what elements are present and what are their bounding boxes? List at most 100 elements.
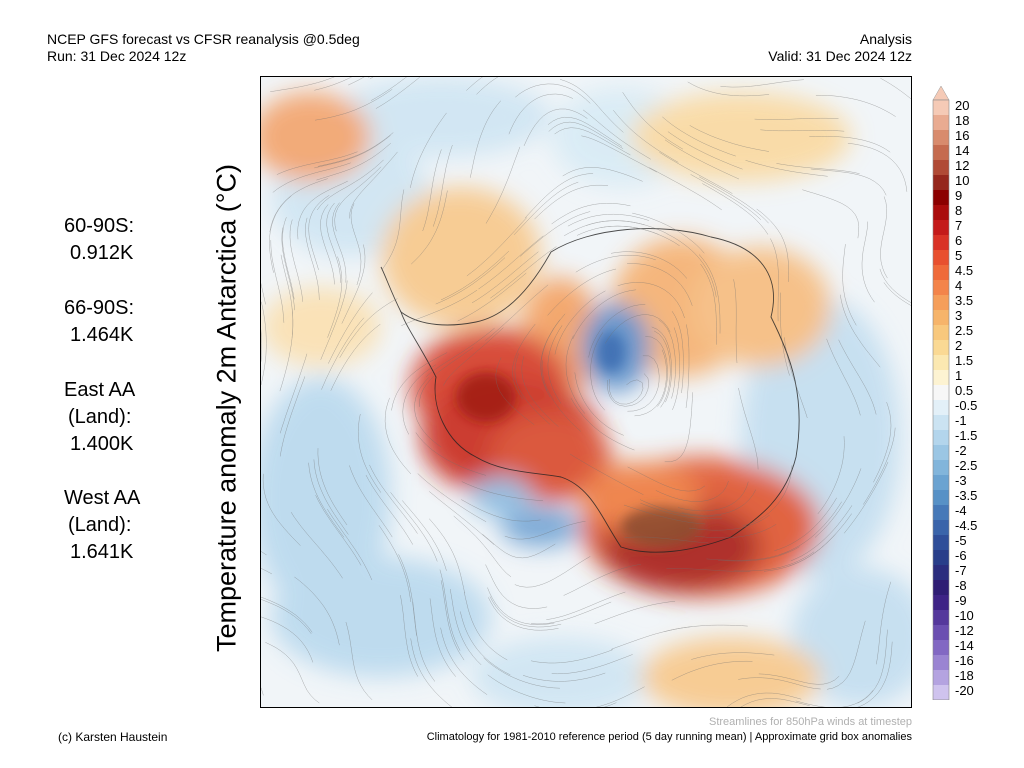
colorbar-tick-label: 20 [955,98,970,113]
streamline [756,208,789,282]
streamline [328,292,373,364]
colorbar-swatch [933,235,949,250]
colorbar-tick-label: 2.5 [955,323,974,338]
streamline [390,492,438,562]
streamline [634,349,667,417]
stat-label: 66-90S: [64,297,135,319]
streamline [595,686,645,707]
streamline [662,116,736,157]
streamline [857,641,893,707]
stat-value: 1.641K [70,541,134,563]
peninsula-coastline [380,266,402,313]
streamline [826,620,866,690]
streamline [706,550,790,561]
streamline [279,353,308,434]
streamline [375,77,421,109]
stat-66-90s: 66-90S: 1.464K [64,295,134,349]
colorbar-swatch [933,175,949,190]
streamline [321,317,365,390]
streamline [453,515,512,577]
streamline [826,338,861,416]
streamline [688,514,770,531]
streamline [349,465,393,538]
streamline [365,474,414,545]
streamline [429,491,495,545]
colorbar-swatch [933,535,949,550]
colorbar-tick-label: 5 [955,248,963,263]
streamline [547,325,563,404]
streamline [412,601,436,682]
streamline [327,256,343,338]
colorbar-swatch [933,580,949,595]
streamline [666,233,717,298]
streamline [698,176,769,224]
colorbar-swatch [933,520,949,535]
streamline [314,77,352,91]
streamline [863,427,896,505]
chart-title: NCEP GFS forecast vs CFSR reanalysis @0.… [47,31,360,47]
colorbar-tick-label: 0.5 [955,383,974,398]
streamline [521,355,559,427]
streamline [308,194,330,270]
streamline [378,525,412,602]
streamline [261,599,312,634]
streamline [429,518,465,594]
streamline [418,347,474,407]
streamline [664,139,740,180]
streamline [554,290,606,355]
colorbar-tick-label: -7 [955,563,967,578]
streamline [269,178,328,233]
streamline [460,611,511,676]
streamline [570,397,635,451]
streamline [687,81,770,97]
stat-label: (Land): [68,514,132,536]
streamline [742,465,793,527]
streamline [261,596,313,633]
streamline [681,489,757,516]
streamline [691,652,775,660]
colorbar-tick-label: -9 [955,593,967,608]
streamline [290,511,343,579]
streamline [410,112,447,188]
colorbar-swatch [933,685,949,700]
colorbar-swatch [933,190,949,205]
colorbar-max-arrow [932,85,950,101]
streamline [608,378,644,405]
streamline [466,77,483,91]
streamline [341,244,366,324]
streamline [817,436,845,515]
colorbar-swatch [933,295,949,310]
streamline [471,251,539,304]
colorbar-tick-label: -3 [955,473,967,488]
streamline [814,468,862,538]
streamline [411,190,448,265]
colorbar-swatch [933,610,949,625]
stat-value: 0.912K [70,242,134,264]
streamline [738,677,821,690]
streamline [461,499,541,522]
colorbar-swatch [933,460,949,475]
colorbar-swatch [933,640,949,655]
streamline [760,129,845,132]
streamline [261,301,267,385]
streamline [476,77,499,95]
streamline [514,353,551,425]
colorbar-tick-label: 4 [955,278,963,293]
streamline [316,143,391,181]
streamline [677,481,749,512]
colorbar-tick-label: -3.5 [955,488,978,503]
streamline [610,251,688,279]
streamline [664,392,693,463]
streamline [469,100,501,178]
stat-label: East AA [64,379,136,401]
streamline [282,217,295,300]
streamline [623,504,706,525]
streamline [594,600,676,625]
streamline [718,546,800,562]
streamline [530,601,612,625]
streamline [565,335,585,414]
streamline [726,692,802,707]
colorbar-tick-label: -8 [955,578,967,593]
streamline [588,304,646,358]
streamline [483,657,560,689]
